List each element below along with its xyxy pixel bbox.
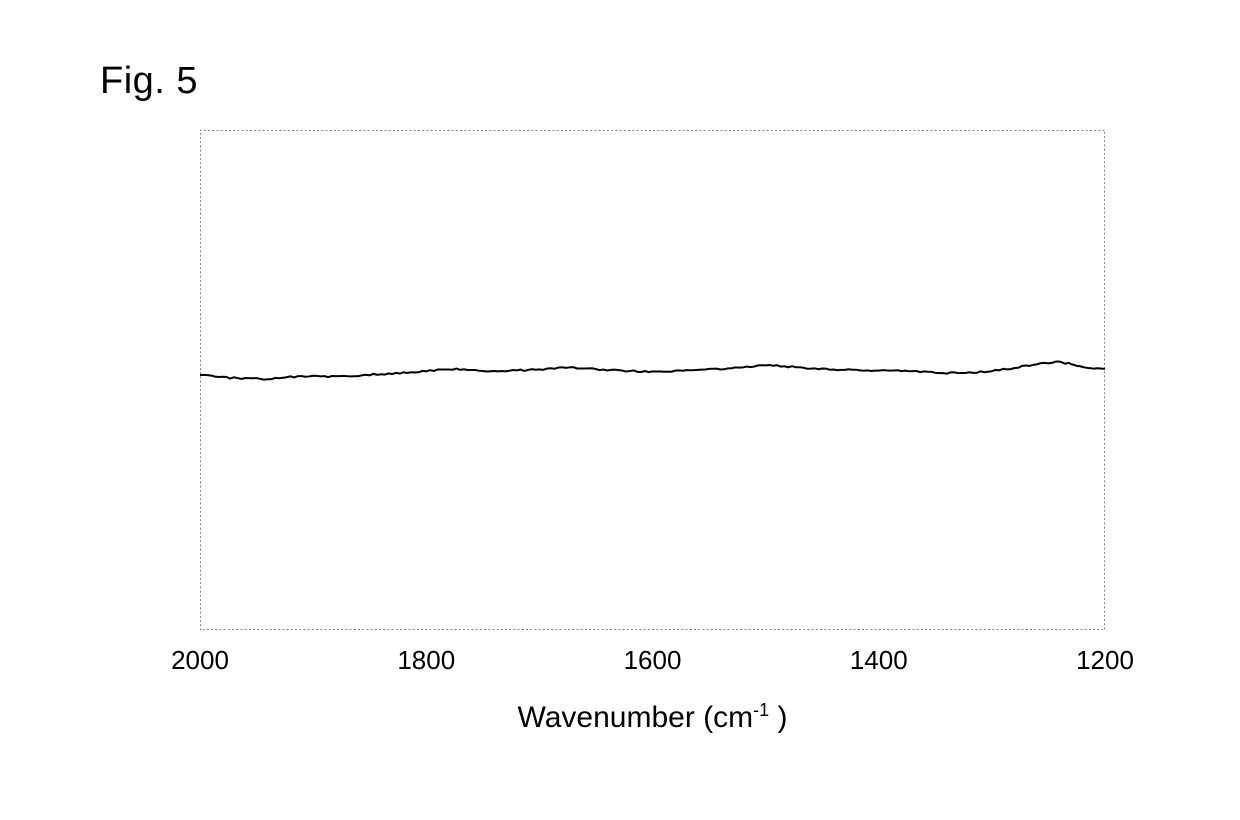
x-axis-label-prefix: Wavenumber (cm (518, 701, 754, 734)
figure-title: Fig. 5 (100, 60, 198, 103)
x-tick-4: 1200 (1076, 645, 1134, 676)
x-axis-label-suffix: ) (769, 701, 787, 734)
x-tick-1: 1800 (397, 645, 455, 676)
x-tick-0: 2000 (171, 645, 229, 676)
plot-container: 2000 1800 1600 1400 1200 Wavenumber (cm-… (200, 130, 1105, 630)
x-axis-label-superscript: -1 (753, 700, 769, 720)
line-chart (200, 130, 1105, 630)
figure-page: Fig. 5 2000 1800 1600 1400 1200 Wavenumb… (0, 0, 1240, 820)
plot-border (200, 130, 1105, 630)
spectrum-line (200, 362, 1105, 380)
x-tick-2: 1600 (624, 645, 682, 676)
x-tick-3: 1400 (850, 645, 908, 676)
x-axis-label: Wavenumber (cm-1 ) (518, 700, 788, 735)
